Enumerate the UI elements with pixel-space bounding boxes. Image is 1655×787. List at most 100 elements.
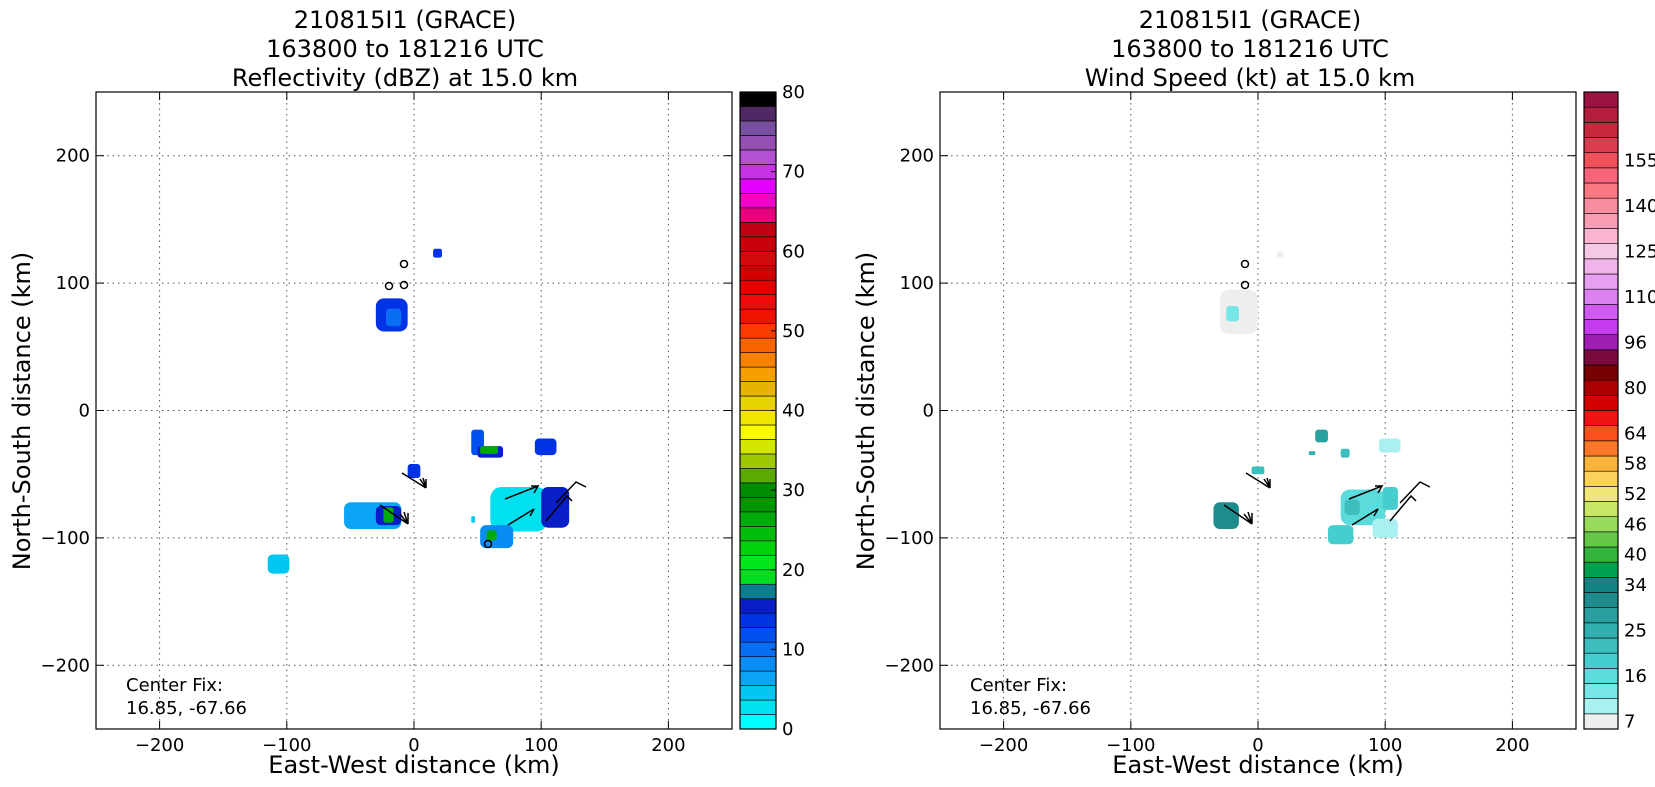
reflectivity-echo-cell	[433, 248, 442, 258]
wind-colorbar-bin	[1583, 243, 1619, 260]
wind-colorbar-bin	[1583, 197, 1619, 214]
wind-echo-cell	[1315, 429, 1328, 443]
reflectivity-colorbar-bin	[739, 207, 777, 223]
wind-colorbar-bin	[1583, 668, 1619, 684]
reflectivity-colorbar-bin	[739, 164, 777, 180]
reflectivity-ticks: −200 −100 0 100 200 −200 −100 0 100 200	[41, 92, 732, 756]
reflectivity-echo-cell	[407, 464, 421, 479]
wind-barb-icon	[555, 481, 587, 504]
wind-y-axis-label: North-South distance (km)	[852, 252, 880, 571]
wind-barb-icon	[1389, 494, 1417, 522]
wind-barb-icon	[545, 494, 573, 522]
wind-echo-cell	[1340, 448, 1350, 458]
reflectivity-x-tick-label: 0	[408, 735, 419, 756]
wind-colorbar-bin	[1583, 334, 1619, 351]
reflectivity-colorbar-bin	[739, 178, 777, 194]
reflectivity-colorbar-bin	[739, 598, 777, 614]
reflectivity-x-tick-label: −100	[262, 735, 311, 756]
reflectivity-echo-cell	[383, 507, 394, 523]
wind-colorbar-bin	[1583, 258, 1619, 275]
reflectivity-echo-cell	[480, 446, 498, 454]
wind-colorbar-label: 16	[1624, 666, 1647, 687]
reflectivity-y-tick-label: 0	[79, 401, 90, 422]
reflectivity-colorbar-bin	[739, 424, 777, 440]
reflectivity-echo-cell	[534, 438, 557, 456]
wind-colorbar-bin	[1583, 592, 1619, 608]
reflectivity-colorbar-bin	[739, 540, 777, 556]
reflectivity-colorbar-label: 20	[782, 560, 805, 581]
wind-echo-cell	[1308, 451, 1316, 456]
reflectivity-x-tick-label: −200	[135, 735, 184, 756]
wind-colorbar-label: 52	[1624, 484, 1647, 505]
storm-circle-marker	[1240, 259, 1250, 269]
reflectivity-colorbar-label: 10	[782, 639, 805, 660]
wind-colorbar-bin	[1583, 698, 1619, 715]
storm-circle-marker	[399, 259, 409, 269]
storm-circle-marker	[399, 280, 409, 290]
wind-colorbar-bin	[1583, 137, 1619, 153]
wind-colorbar-label: 110	[1624, 287, 1655, 308]
wind-ticks: −200 −100 0 100 200 −200 −100 0 100 200	[885, 92, 1576, 756]
wind-colorbar-bin	[1583, 683, 1619, 699]
wind-echo-cell	[1277, 251, 1284, 258]
reflectivity-colorbar-bin	[739, 497, 777, 513]
wind-speed-panel: 210815I1 (GRACE) 163800 to 181216 UTC Wi…	[852, 6, 1655, 779]
wind-y-tick-label: −100	[885, 528, 934, 549]
wind-colorbar-bin	[1583, 395, 1619, 411]
reflectivity-colorbar-bin	[739, 149, 777, 165]
reflectivity-colorbar-bin	[739, 627, 777, 643]
wind-y-tick-label: −200	[885, 655, 934, 676]
center-fix-label: Center Fix:	[126, 675, 223, 696]
wind-colorbar-label: 64	[1624, 423, 1647, 444]
wind-barb-icon	[1245, 472, 1271, 489]
wind-barb-icon	[504, 484, 540, 500]
reflectivity-colorbar-bin	[739, 250, 777, 267]
wind-colorbar-bin	[1583, 607, 1619, 624]
wind-y-tick-label: 200	[900, 146, 934, 167]
reflectivity-echo-cell	[486, 530, 497, 541]
wind-colorbar-bin	[1583, 167, 1619, 184]
reflectivity-colorbar-bin	[739, 410, 777, 426]
reflectivity-colorbar-bin	[739, 294, 777, 310]
reflectivity-title-line-3: Reflectivity (dBZ) at 15.0 km	[232, 64, 578, 92]
reflectivity-x-axis-label: East-West distance (km)	[268, 751, 559, 779]
wind-colorbar-bin	[1583, 486, 1619, 502]
wind-colorbar-label: 125	[1624, 241, 1655, 262]
wind-colorbar-bin	[1583, 546, 1619, 563]
reflectivity-colorbar-bin	[739, 583, 777, 600]
wind-echo-cell	[1251, 466, 1265, 475]
reflectivity-colorbar-bin	[739, 381, 777, 397]
wind-x-tick-label: 0	[1252, 735, 1263, 756]
wind-x-tick-label: 200	[1495, 735, 1529, 756]
wind-barb-icon	[401, 472, 427, 489]
wind-echo-cell	[1344, 499, 1360, 515]
wind-colorbar-bin	[1583, 425, 1619, 442]
wind-colorbar-label: 34	[1624, 575, 1647, 596]
wind-y-tick-label: 100	[900, 273, 934, 294]
reflectivity-colorbar-bin	[739, 308, 777, 324]
reflectivity-colorbar-bin	[739, 366, 777, 382]
wind-colorbar-label: 7	[1624, 711, 1635, 732]
reflectivity-colorbar-bin	[739, 352, 777, 368]
wind-title-line-1: 210815I1 (GRACE)	[1139, 6, 1362, 34]
wind-colorbar-bin	[1583, 561, 1619, 578]
wind-colorbar-label: 46	[1624, 514, 1647, 535]
reflectivity-colorbar-label: 30	[782, 480, 805, 501]
wind-x-tick-label: −200	[979, 735, 1028, 756]
wind-colorbar-bin	[1583, 455, 1619, 472]
reflectivity-colorbar-bin	[739, 135, 777, 151]
wind-colorbar-bin	[1583, 516, 1619, 533]
wind-colorbar-frame	[1583, 91, 1619, 730]
reflectivity-colorbar-label: 60	[782, 241, 805, 262]
wind-colorbar-bin	[1583, 637, 1619, 654]
wind-echo-cell	[1213, 502, 1239, 529]
reflectivity-echo-cell	[267, 554, 290, 574]
wind-colorbar-bin	[1583, 501, 1619, 517]
reflectivity-colorbar-bin	[739, 453, 777, 469]
reflectivity-panel: 210815I1 (GRACE) 163800 to 181216 UTC Re…	[8, 6, 805, 779]
reflectivity-echo-layer	[267, 248, 570, 574]
wind-colorbar-bin	[1583, 349, 1619, 366]
reflectivity-colorbar-bin	[739, 656, 777, 672]
wind-colorbar-label: 80	[1624, 378, 1647, 399]
